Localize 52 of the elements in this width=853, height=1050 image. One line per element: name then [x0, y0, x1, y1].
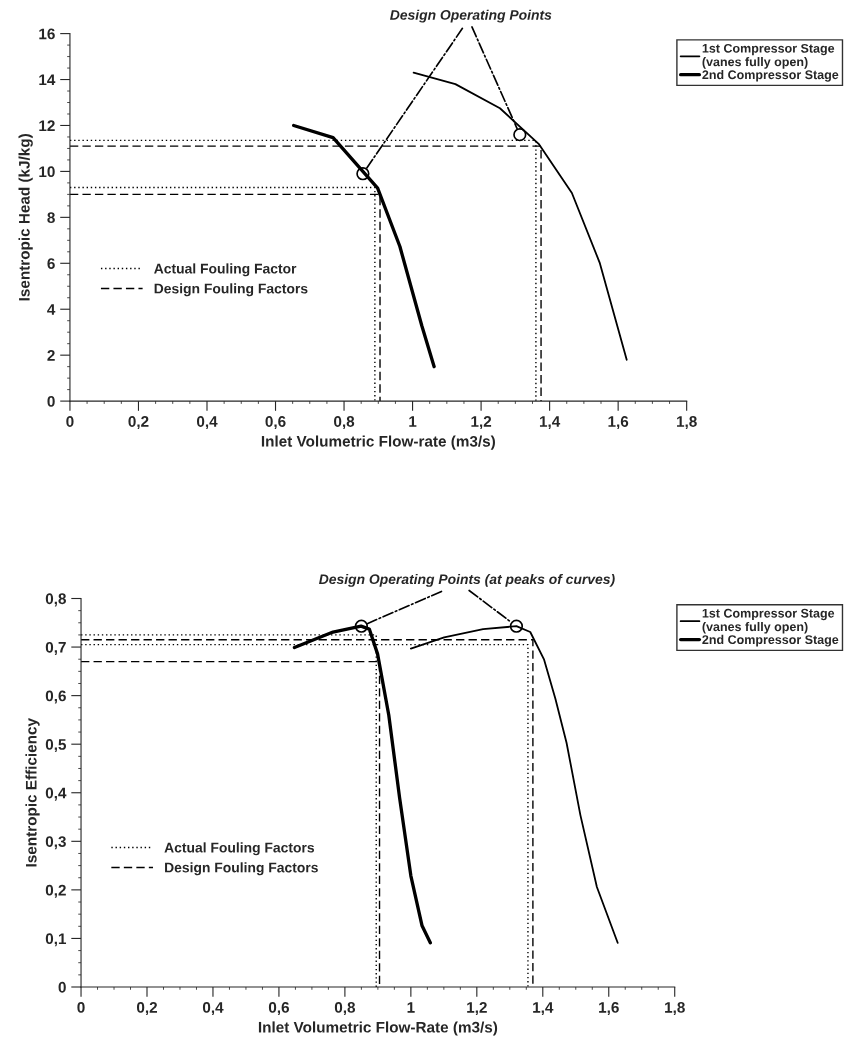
- y-tick-label: 0,7: [45, 641, 66, 655]
- x-tick-label: 0,2: [128, 416, 149, 430]
- x-tick-label: 1,2: [471, 416, 492, 430]
- legend-label: Design Fouling Factors: [165, 862, 318, 876]
- y-tick-label: 2: [47, 350, 55, 361]
- x-tick-label: 0: [77, 1001, 85, 1013]
- y-tick-label: 4: [47, 304, 56, 315]
- x-tick-label: 1: [407, 1002, 415, 1013]
- legend-label: Actual Fouling Factors: [164, 842, 315, 856]
- x-tick-label: 0,4: [202, 1001, 224, 1016]
- x-tick-label: 0: [66, 416, 74, 427]
- y-tick-label: 0,3: [45, 836, 66, 850]
- x-axis-title: Inlet Volumetric Flow-rate (m3/s): [261, 435, 495, 450]
- x-axis-title: Inlet Volumetric Flow-Rate (m3/s): [258, 1021, 498, 1036]
- y-tick-label: 14: [39, 74, 56, 86]
- annotation: Design Operating Points (at peaks of curves): [319, 573, 615, 587]
- x-tick-label: 0,2: [136, 1001, 158, 1016]
- x-tick-label: 1: [409, 416, 417, 427]
- x-tick-label: 1,8: [665, 1001, 685, 1016]
- x-tick-label: 1,6: [608, 416, 629, 430]
- y-axis-title: Isentropic Head (kJ/kg): [18, 134, 33, 301]
- y-tick-label: 0,2: [45, 884, 66, 898]
- y-tick-label: 10: [39, 166, 55, 178]
- x-tick-label: 1,4: [533, 1002, 554, 1016]
- x-tick-label: 0,6: [268, 1001, 289, 1016]
- y-tick-label: 6: [47, 258, 55, 269]
- y-tick-label: 0,6: [45, 690, 66, 704]
- legend-label: 1st Compressor Stage (vanes fully open): [702, 43, 835, 69]
- y-tick-label: 0,8: [45, 593, 66, 607]
- legend-label: Design Fouling Factors: [154, 283, 308, 297]
- x-tick-label: 1,6: [599, 1001, 619, 1016]
- x-tick-label: 1,8: [677, 416, 697, 430]
- x-tick-label: 0,8: [334, 416, 355, 430]
- y-tick-label: 0: [47, 395, 55, 407]
- y-tick-label: 12: [39, 120, 55, 132]
- legend-label: 2nd Compressor Stage: [702, 634, 839, 647]
- legend-label: 2nd Compressor Stage: [702, 69, 839, 82]
- y-tick-label: 16: [39, 28, 55, 40]
- x-tick-label: 0,4: [196, 416, 218, 430]
- legend-label: 1st Compressor Stage (vanes fully open): [702, 608, 835, 634]
- y-axis-title: Isentropic Efficiency: [25, 718, 40, 867]
- legend-label: Actual Fouling Factor: [154, 263, 297, 277]
- x-tick-label: 0,6: [265, 416, 286, 430]
- y-tick-label: 0,5: [45, 739, 67, 753]
- x-tick-label: 1,4: [539, 416, 561, 430]
- x-tick-label: 1,2: [467, 1001, 487, 1016]
- y-tick-label: 0: [58, 981, 66, 993]
- y-tick-label: 0,4: [45, 787, 67, 801]
- y-tick-label: 0,1: [45, 933, 67, 947]
- annotation: Design Operating Points: [390, 9, 552, 23]
- x-tick-label: 0,8: [334, 1001, 356, 1016]
- y-tick-label: 8: [47, 212, 55, 224]
